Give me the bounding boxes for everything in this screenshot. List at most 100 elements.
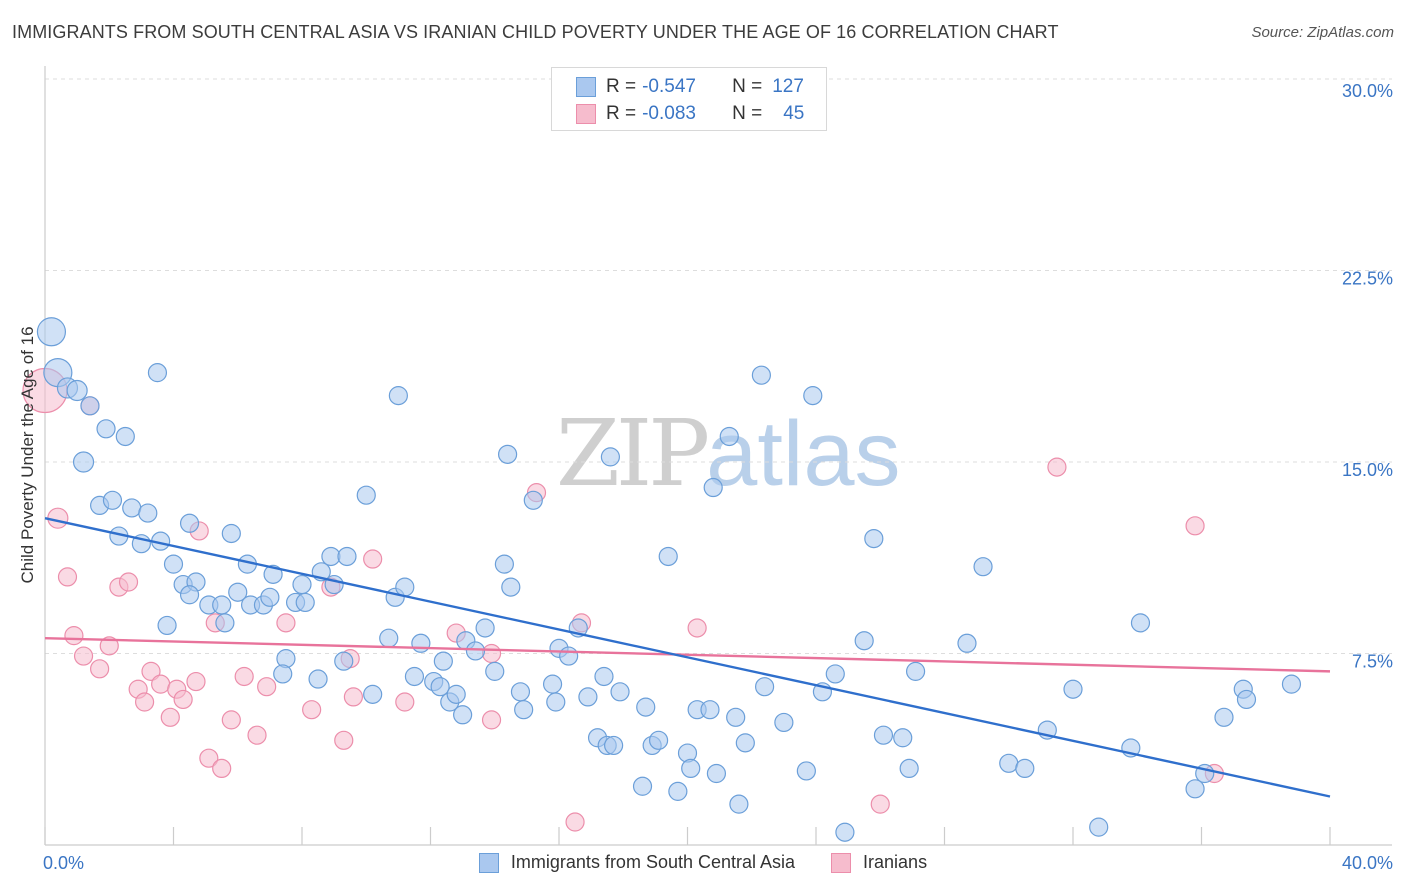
south-central-asia-point (825, 664, 845, 684)
iranians-point (221, 710, 241, 730)
south-central-asia-point (735, 733, 755, 753)
south-central-asia-point (604, 735, 624, 756)
south-central-asia-point (905, 661, 926, 681)
south-central-asia-point (147, 363, 168, 383)
south-central-asia-point (899, 758, 919, 779)
chart-title: IMMIGRANTS FROM SOUTH CENTRAL ASIA VS IR… (12, 22, 1059, 42)
south-central-asia-point (80, 396, 100, 416)
legend-blue-swatch (478, 852, 499, 873)
r-label: R = (606, 76, 637, 97)
south-central-asia-point (115, 426, 135, 447)
south-central-asia-point (1185, 779, 1205, 799)
south-central-asia-point (138, 503, 158, 523)
south-central-asia-point (363, 684, 383, 704)
south-central-asia-point (66, 379, 88, 402)
x-tick-label: 0.0% (43, 853, 84, 873)
south-central-asia-point (215, 613, 235, 633)
iranians-point (199, 748, 219, 768)
south-central-asia-point (163, 554, 184, 574)
south-central-asia-point (295, 592, 315, 613)
iranians-point (1047, 457, 1067, 477)
iranians-point (73, 646, 94, 666)
south-central-asia-point (122, 498, 142, 518)
legend-item-south-central-asia[interactable]: Immigrants from South Central Asia (478, 852, 795, 873)
south-central-asia-point (681, 758, 701, 779)
watermark: ZIPatlas (556, 400, 901, 507)
south-central-asia-point (510, 682, 531, 702)
south-central-asia-point (404, 666, 425, 687)
iranians-point (363, 549, 383, 569)
south-central-asia-trend-line (44, 517, 1331, 798)
south-central-asia-point (494, 554, 514, 574)
y-tick-label: 22.5% (1342, 269, 1393, 289)
south-central-asia-point (893, 728, 913, 748)
south-central-asia-point (395, 577, 415, 597)
iranians-point (276, 613, 296, 633)
n-value: 45 (783, 103, 805, 124)
south-central-asia-point (263, 564, 283, 584)
south-central-asia-point (632, 776, 653, 796)
south-central-asia-point (334, 651, 354, 671)
south-central-asia-point (157, 615, 177, 636)
south-central-asia-point (379, 628, 399, 648)
south-central-asia-point (1281, 674, 1302, 694)
south-central-asia-point (1214, 707, 1234, 727)
legend-item-iranians[interactable]: Iranians (831, 852, 927, 873)
iranians-point (343, 687, 363, 707)
iranians-point (234, 666, 254, 687)
south-central-asia-point (700, 700, 720, 720)
south-central-asia-point (523, 490, 543, 510)
iranians-point (481, 710, 502, 730)
south-central-asia-point (212, 595, 232, 615)
south-central-asia-point (498, 444, 518, 464)
south-central-asia-point (514, 700, 534, 720)
watermark-zip: ZIP (556, 400, 710, 507)
iranians-point (173, 689, 193, 710)
n-value: 127 (772, 76, 804, 97)
iranians-point (395, 692, 415, 712)
south-central-asia-point (973, 557, 993, 577)
stats-box: R = -0.547 N = 127 R = -0.083 N = 45 (551, 67, 827, 131)
south-central-asia-point (706, 763, 727, 784)
south-central-asia-point (658, 546, 678, 567)
n-label: N = (732, 103, 763, 124)
iranians-point (64, 626, 84, 646)
r-label: R = (606, 103, 637, 124)
y-tick-label: 30.0% (1342, 81, 1393, 101)
south-central-asia-point (221, 523, 241, 544)
south-central-asia-point (388, 386, 408, 406)
south-central-asia-point (854, 631, 874, 651)
blue-swatch (576, 77, 596, 97)
south-central-asia-point (465, 641, 486, 661)
south-central-asia-point (96, 419, 116, 439)
south-central-asia-point (72, 451, 95, 473)
iranians-point (57, 567, 78, 587)
trend-lines (44, 517, 1331, 798)
south-central-asia-point (228, 582, 248, 602)
south-central-asia-point (754, 677, 775, 697)
iranians-point (1185, 516, 1205, 536)
south-central-asia-point (321, 546, 341, 567)
iranians-point (687, 618, 707, 638)
south-central-asia-point (774, 712, 794, 733)
south-central-asia-point (475, 618, 495, 638)
legend-pink-swatch (831, 852, 852, 873)
south-central-asia-point (600, 447, 621, 467)
iranians-trend-line (44, 636, 1331, 673)
south-central-asia-point (292, 574, 312, 595)
south-central-asia-point (102, 490, 123, 510)
south-central-asia-point (273, 664, 293, 684)
legend-label: Iranians (863, 852, 928, 872)
south-central-asia-point (179, 513, 200, 533)
south-central-asia-point (578, 687, 598, 707)
r-value: -0.083 (642, 103, 696, 124)
iranians-point (118, 572, 139, 592)
iranians-point (212, 758, 232, 779)
iranians-point (257, 677, 277, 697)
legend: Immigrants from South Central Asia Irani… (0, 852, 1406, 873)
south-central-asia-point (501, 577, 521, 597)
watermark-atlas: atlas (706, 403, 901, 505)
south-central-asia-point (308, 669, 328, 689)
stats-row-iranians: R = -0.083 N = 45 (576, 101, 804, 127)
